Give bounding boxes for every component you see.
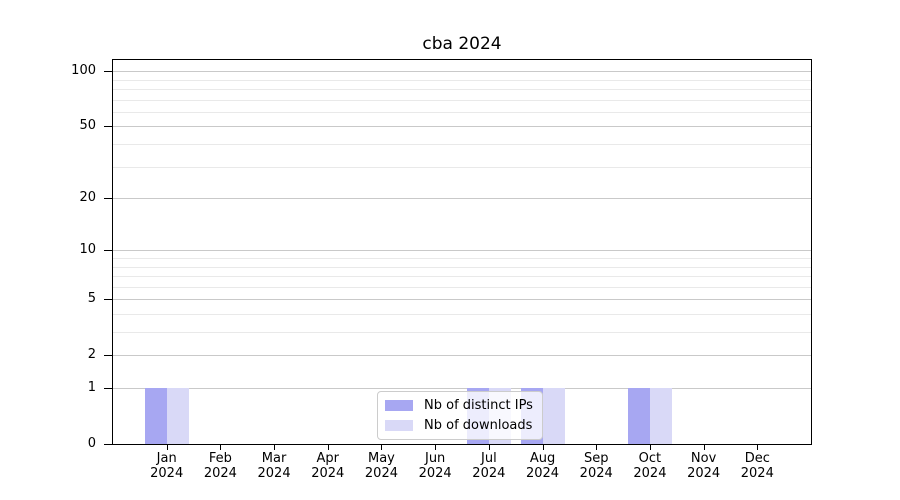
chart-title: cba 2024 — [422, 34, 502, 54]
legend-label-downloads: Nb of downloads — [424, 418, 533, 433]
y-tick-mark-1 — [104, 388, 113, 389]
major-gridline-2 — [113, 355, 811, 357]
y-tick-label-5: 5 — [87, 291, 96, 307]
legend-item-downloads: Nb of downloads — [385, 418, 533, 433]
minor-gridline-3 — [113, 332, 811, 334]
y-tick-label-20: 20 — [79, 190, 96, 206]
x-tick-label-apr: Apr 2024 — [296, 451, 360, 481]
x-tick-month: Jul — [481, 451, 497, 466]
minor-gridline-80 — [113, 89, 811, 91]
x-tick-mark-apr — [327, 444, 329, 450]
x-tick-year: 2024 — [687, 466, 721, 481]
legend-swatch-distinct-ips — [385, 400, 413, 411]
x-tick-label-aug: Aug 2024 — [511, 451, 575, 481]
y-tick-mark-0 — [104, 444, 113, 445]
minor-gridline-6 — [113, 286, 811, 288]
bar-downloads-aug — [542, 388, 565, 444]
x-tick-mark-oct — [649, 444, 651, 450]
x-tick-month: Mar — [261, 451, 287, 466]
x-tick-month: Jun — [424, 451, 446, 466]
x-tick-year: 2024 — [472, 466, 506, 481]
minor-gridline-9 — [113, 258, 811, 259]
minor-gridline-8 — [113, 266, 811, 268]
x-tick-month: Nov — [690, 451, 717, 466]
x-tick-mark-jul — [488, 444, 490, 450]
x-tick-mark-nov — [703, 444, 705, 450]
x-tick-year: 2024 — [418, 466, 452, 481]
y-tick-mark-20 — [104, 198, 113, 200]
x-tick-label-oct: Oct 2024 — [618, 451, 682, 481]
x-tick-year: 2024 — [150, 466, 184, 481]
x-tick-year: 2024 — [257, 466, 291, 481]
minor-gridline-4 — [113, 313, 811, 315]
y-tick-mark-100 — [104, 71, 113, 73]
bar-distinct-ips-oct — [627, 388, 650, 444]
x-tick-mark-mar — [274, 444, 276, 450]
x-tick-month: Oct — [638, 451, 662, 466]
x-tick-label-sep: Sep 2024 — [564, 451, 628, 481]
major-gridline-20 — [113, 198, 811, 200]
x-tick-label-jun: Jun 2024 — [403, 451, 467, 481]
x-tick-month: Apr — [316, 451, 340, 466]
x-tick-year: 2024 — [364, 466, 398, 481]
y-tick-label-0: 0 — [87, 436, 96, 451]
y-tick-label-2: 2 — [87, 347, 96, 363]
y-tick-mark-2 — [104, 355, 113, 357]
y-tick-mark-50 — [104, 126, 113, 128]
major-gridline-100 — [113, 71, 811, 73]
x-tick-label-jul: Jul 2024 — [457, 451, 521, 481]
x-tick-label-nov: Nov 2024 — [672, 451, 736, 481]
x-tick-year: 2024 — [579, 466, 613, 481]
x-tick-label-may: May 2024 — [349, 451, 413, 481]
x-tick-year: 2024 — [203, 466, 237, 481]
major-gridline-5 — [113, 299, 811, 301]
x-tick-month: Sep — [583, 451, 609, 466]
x-tick-year: 2024 — [633, 466, 667, 481]
x-tick-mark-sep — [596, 444, 598, 450]
plot-area — [113, 60, 811, 444]
y-tick-mark-10 — [104, 250, 113, 252]
x-tick-label-feb: Feb 2024 — [188, 451, 252, 481]
y-tick-mark-5 — [104, 299, 113, 301]
y-tick-label-50: 50 — [79, 118, 96, 134]
x-tick-mark-jun — [435, 444, 437, 450]
major-gridline-1 — [113, 388, 811, 389]
minor-gridline-60 — [113, 111, 811, 113]
major-gridline-50 — [113, 126, 811, 128]
legend-item-distinct-ips: Nb of distinct IPs — [385, 398, 533, 413]
minor-gridline-30 — [113, 166, 811, 168]
x-tick-month: Jan — [156, 451, 177, 466]
x-tick-mark-may — [381, 444, 383, 450]
bar-distinct-ips-jan — [144, 388, 167, 444]
legend-swatch-downloads — [385, 420, 413, 431]
x-tick-month: Aug — [529, 451, 556, 466]
x-tick-mark-aug — [542, 444, 544, 450]
y-tick-label-100: 100 — [71, 63, 96, 79]
bar-downloads-oct — [649, 388, 672, 444]
x-tick-month: Feb — [208, 451, 232, 466]
y-tick-label-1: 1 — [87, 380, 96, 395]
x-tick-mark-feb — [220, 444, 222, 450]
minor-gridline-7 — [113, 276, 811, 278]
x-tick-month: May — [368, 451, 395, 466]
major-gridline-10 — [113, 250, 811, 252]
x-tick-mark-jan — [166, 444, 168, 450]
legend: Nb of distinct IPs Nb of downloads — [377, 391, 543, 440]
x-tick-label-mar: Mar 2024 — [242, 451, 306, 481]
legend-label-distinct-ips: Nb of distinct IPs — [424, 398, 533, 413]
minor-gridline-70 — [113, 99, 811, 101]
minor-gridline-40 — [113, 144, 811, 146]
x-tick-label-jan: Jan 2024 — [135, 451, 199, 481]
x-tick-year: 2024 — [311, 466, 345, 481]
x-tick-year: 2024 — [740, 466, 774, 481]
x-tick-month: Dec — [744, 451, 770, 466]
x-tick-label-dec: Dec 2024 — [725, 451, 789, 481]
x-tick-year: 2024 — [525, 466, 560, 481]
bar-downloads-jan — [166, 388, 189, 444]
minor-gridline-90 — [113, 79, 811, 81]
y-tick-label-10: 10 — [79, 242, 96, 258]
x-tick-mark-dec — [757, 444, 759, 450]
